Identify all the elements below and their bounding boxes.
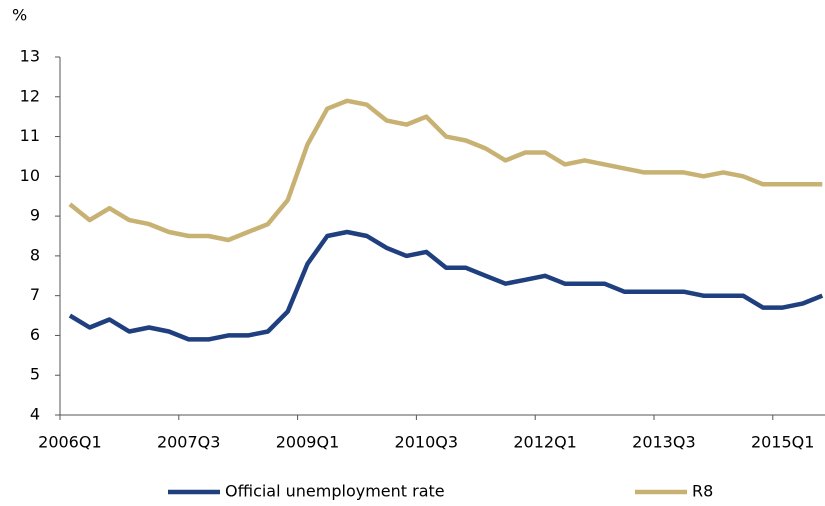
x-tick-label: 2009Q1 xyxy=(276,433,340,452)
x-tick-label: 2007Q3 xyxy=(157,433,221,452)
series-line xyxy=(68,229,824,342)
series-line xyxy=(68,98,823,243)
y-tick-label: 10 xyxy=(20,166,40,185)
x-tick-label: 2010Q3 xyxy=(395,433,459,452)
y-tick-label: 7 xyxy=(30,285,40,304)
y-tick-label: 5 xyxy=(30,365,40,384)
legend-label: R8 xyxy=(692,482,713,501)
x-tick-label: 2015Q1 xyxy=(751,433,815,452)
x-tick-label: 2013Q3 xyxy=(632,433,696,452)
y-tick-label: 4 xyxy=(30,405,40,424)
y-tick-label: 8 xyxy=(30,245,40,264)
y-unit-label: % xyxy=(12,6,27,25)
y-tick-label: 9 xyxy=(30,206,40,225)
y-tick-label: 11 xyxy=(20,126,40,145)
x-tick-label: 2006Q1 xyxy=(38,433,102,452)
x-tick-label: 2012Q1 xyxy=(513,433,577,452)
y-tick-label: 13 xyxy=(20,47,40,66)
legend-label: Official unemployment rate xyxy=(225,482,445,501)
y-tick-label: 12 xyxy=(20,86,40,105)
y-tick-label: 6 xyxy=(30,325,40,344)
